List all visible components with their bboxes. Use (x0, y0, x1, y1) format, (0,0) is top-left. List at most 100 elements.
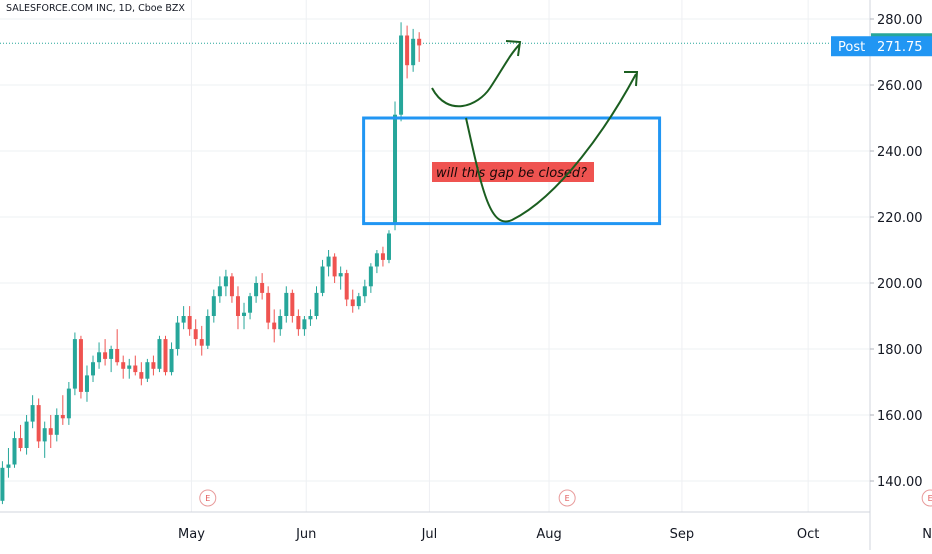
candle-body (272, 322, 277, 330)
candle-body (121, 362, 126, 369)
earnings-marker[interactable] (558, 489, 576, 507)
candle-body (24, 421, 29, 448)
candle-body (187, 316, 192, 330)
candle-body (338, 273, 343, 277)
candle-layer (0, 22, 422, 505)
candle-body (350, 299, 355, 307)
candle-body (314, 292, 319, 316)
candle-body (181, 316, 186, 323)
candle-body (205, 316, 210, 346)
drawn-arrowhead-small (505, 40, 522, 57)
candle-body (48, 428, 53, 435)
y-tick-label: 200.00 (877, 277, 923, 292)
candle-body (133, 365, 138, 373)
candle-body (157, 339, 162, 369)
candle-body (12, 438, 17, 465)
candle-body (344, 273, 349, 300)
candle-body (223, 276, 228, 287)
candle-body (54, 415, 59, 435)
y-tick-label: 140.00 (877, 475, 923, 490)
drawn-curve-small (431, 43, 521, 108)
candle-body (368, 266, 373, 287)
candle-body (374, 253, 379, 267)
gap-label-bg (432, 162, 594, 182)
candle-body (199, 339, 204, 346)
candle-body (326, 256, 331, 267)
candle-body (115, 349, 120, 363)
candle-body (30, 405, 35, 422)
candle-body (0, 467, 5, 501)
earnings-marker-label: E (205, 494, 210, 503)
y-tick-label: 220.00 (877, 211, 923, 226)
earnings-marker[interactable] (199, 489, 217, 507)
candle-body (362, 286, 367, 297)
candle-body (18, 438, 23, 448)
candle-body (103, 352, 108, 359)
candle-body (393, 114, 398, 224)
candle-body (386, 233, 391, 260)
candle-body (60, 415, 65, 419)
candle-body (417, 38, 422, 46)
candle-body (66, 388, 71, 419)
y-tick-label: 260.00 (877, 79, 923, 94)
x-tick-label: Sep (670, 527, 695, 542)
candle-body (296, 316, 301, 330)
candle-body (36, 405, 41, 442)
x-tick-label: May (178, 527, 205, 542)
post-price-badge (831, 36, 932, 57)
candle-body (127, 365, 132, 369)
post-price-tag: Post (838, 40, 865, 55)
candle-body (139, 372, 144, 379)
earnings-marker-label: E (565, 494, 570, 503)
x-tick-label: Jul (421, 527, 438, 542)
candle-body (254, 283, 259, 297)
candle-body (84, 375, 89, 392)
candle-body (145, 362, 150, 379)
drawn-curve-big (465, 73, 637, 223)
candle-body (91, 362, 96, 376)
chart-title: SALESFORCE.COM INC, 1D, Cboe BZX (6, 3, 185, 14)
candle-body (217, 286, 222, 297)
candle-body (248, 296, 253, 313)
y-tick-label: 240.00 (877, 145, 923, 160)
drawn-arrowhead-big (624, 71, 639, 87)
x-tick-label: Aug (536, 527, 561, 542)
x-tick-label: Nov (922, 527, 932, 542)
y-tick-label: 180.00 (877, 343, 923, 358)
grid-layer (0, 0, 870, 512)
candle-body (356, 296, 361, 307)
candle-body (193, 329, 198, 340)
candle-body (169, 349, 174, 373)
candle-body (97, 352, 102, 363)
candle-body (320, 266, 325, 293)
candle-body (6, 464, 11, 468)
candle-body (266, 292, 271, 323)
candle-body (242, 312, 247, 316)
gap-label-text: will this gap be closed? (436, 166, 587, 181)
candle-body (211, 296, 216, 316)
candle-body (405, 35, 410, 66)
candle-body (302, 319, 307, 330)
candle-body (399, 35, 404, 115)
x-tick-label: Oct (797, 527, 819, 542)
candle-body (109, 349, 114, 359)
candle-body (151, 362, 156, 369)
candle-body (308, 316, 313, 320)
x-tick-label: Jun (295, 527, 316, 542)
candle-body (163, 339, 168, 373)
annotation-layer: will this gap be closed? (362, 40, 662, 226)
candle-body (175, 322, 180, 349)
earnings-marker[interactable] (921, 489, 932, 507)
candle-body (78, 339, 83, 392)
y-tick-label: 280.00 (877, 13, 923, 28)
candle-body (72, 339, 77, 389)
candle-body (229, 276, 234, 297)
y-tick-label: 160.00 (877, 409, 923, 424)
earnings-marker-label: E (928, 494, 932, 503)
post-price-label: 271.75 (877, 40, 923, 55)
candle-body (284, 292, 289, 316)
candle-body (290, 292, 295, 316)
candle-body (380, 253, 385, 260)
